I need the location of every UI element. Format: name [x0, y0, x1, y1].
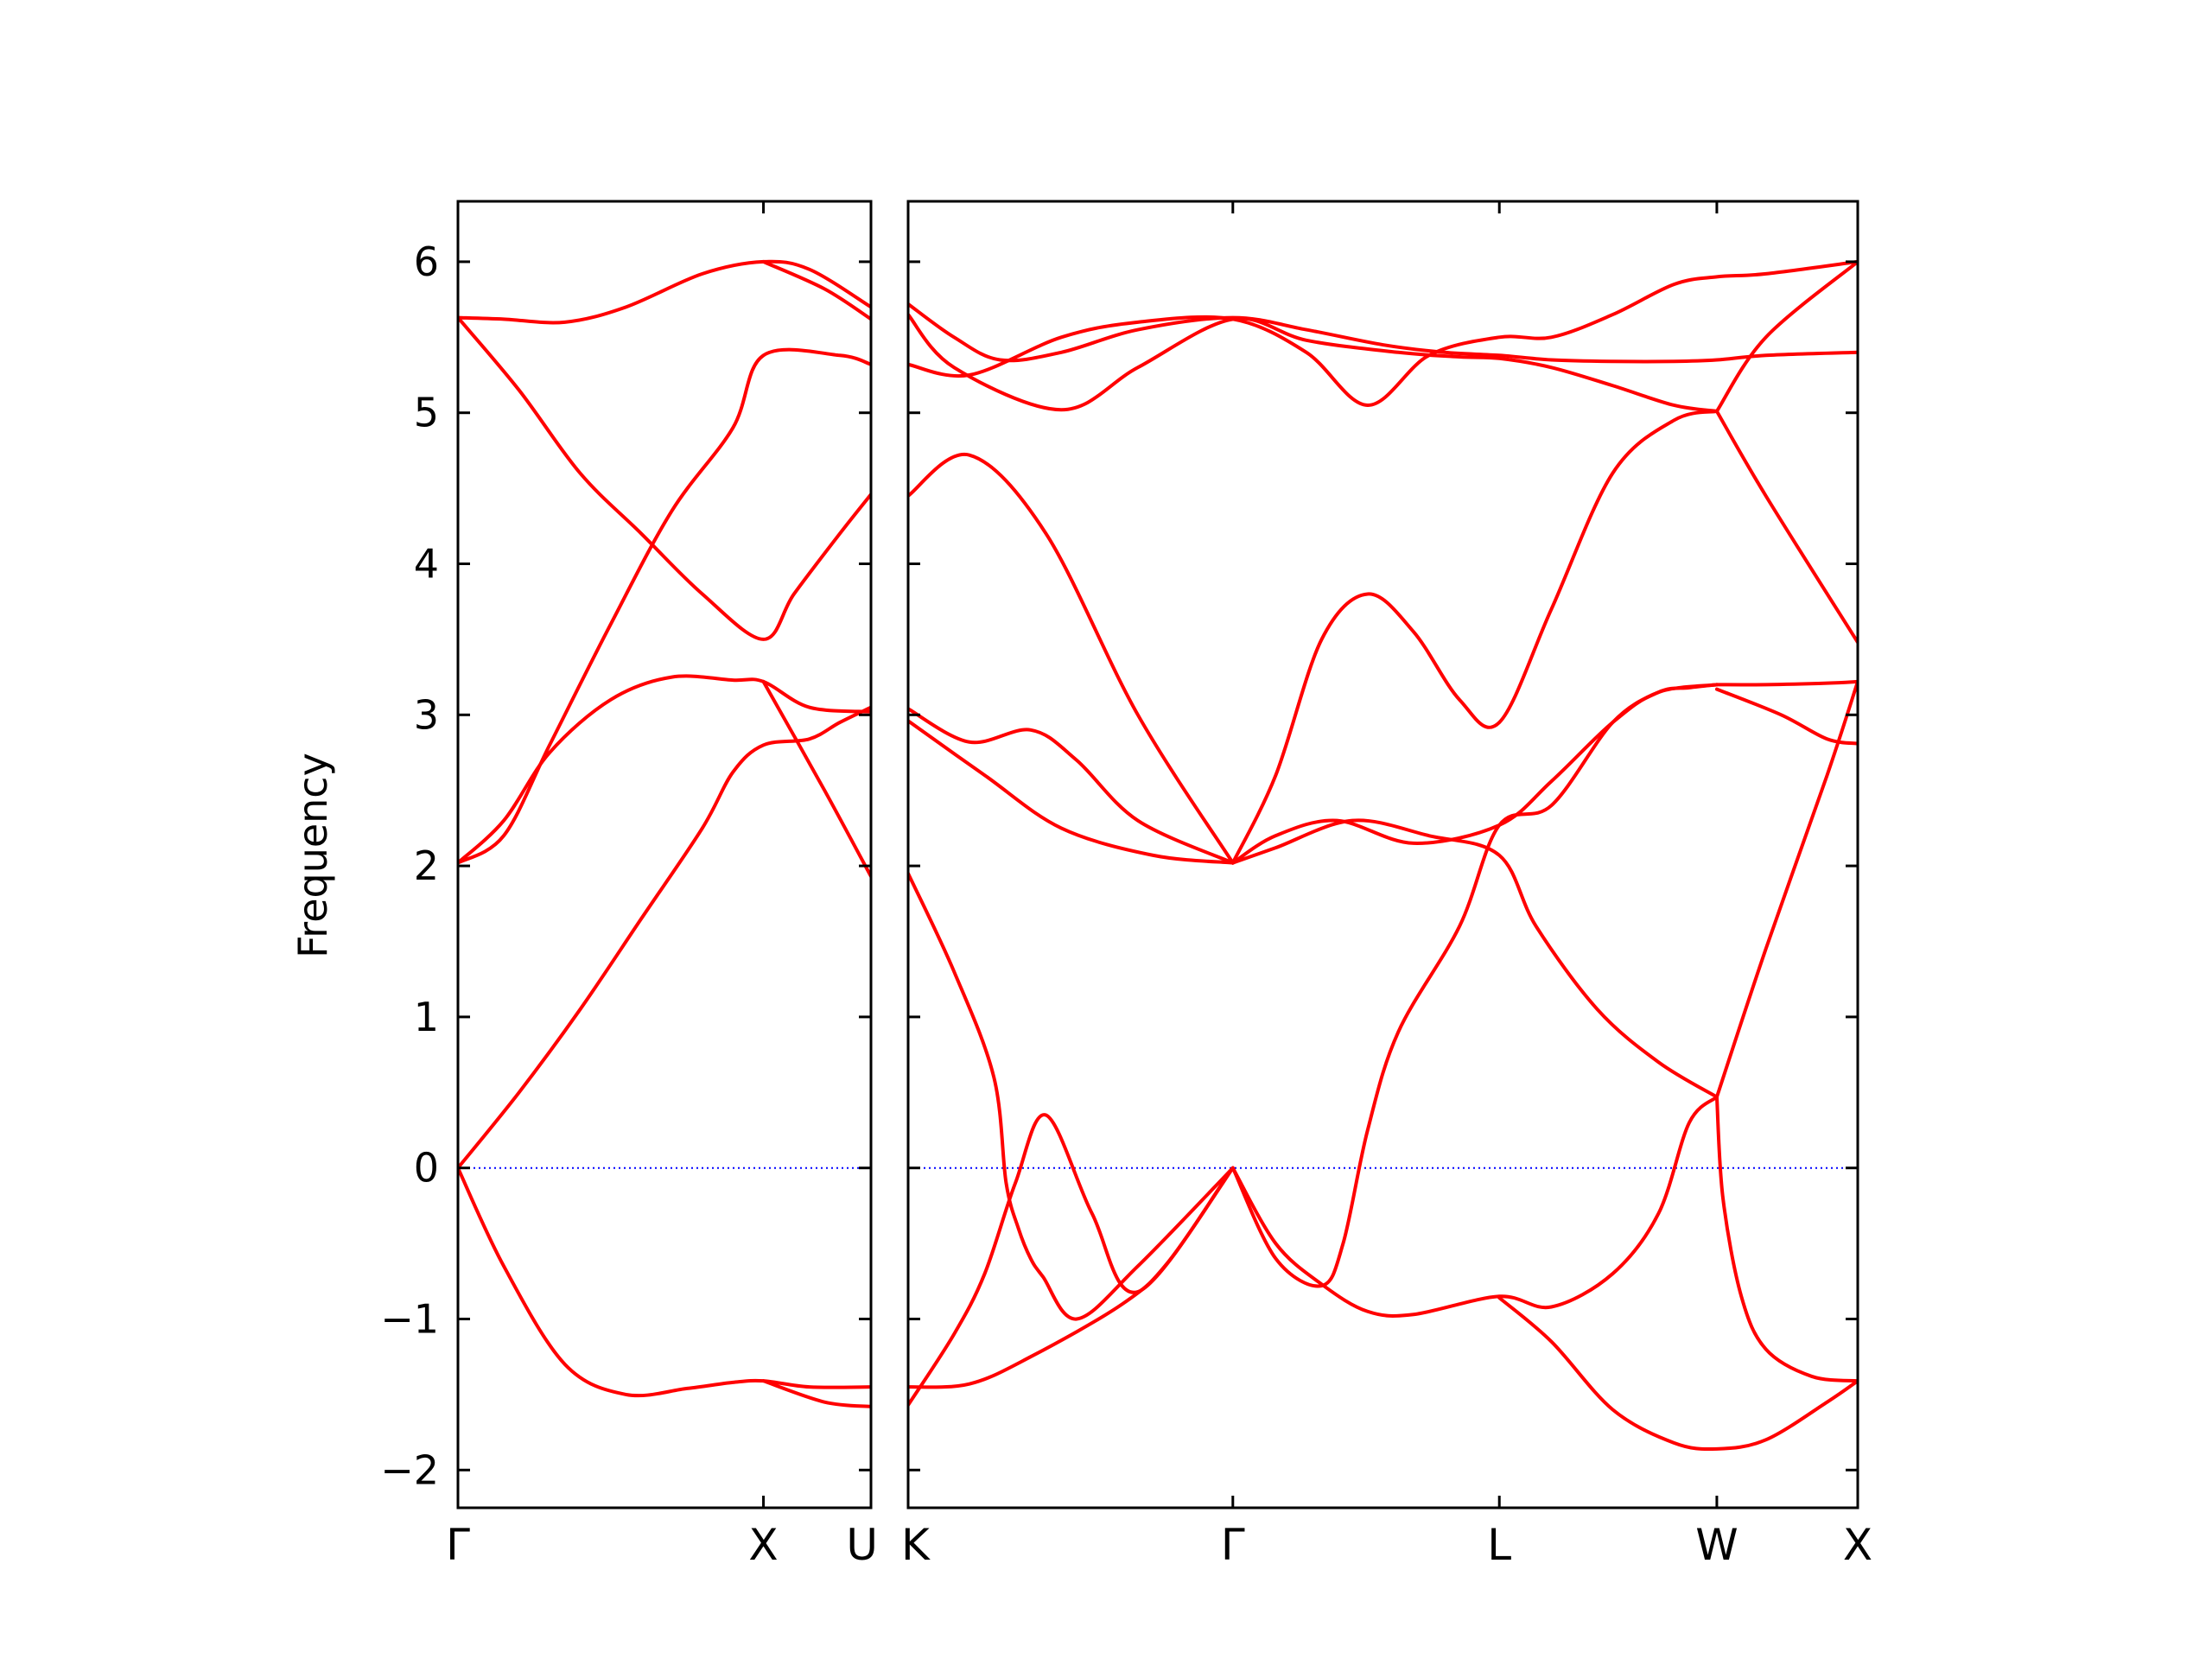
- band-line: [1714, 259, 1858, 413]
- y-tick-label: −1: [380, 1296, 439, 1343]
- band-line: [1714, 687, 1858, 746]
- band-line: [458, 259, 871, 325]
- y-tick-label: −2: [380, 1446, 439, 1493]
- band-line: [761, 679, 871, 879]
- band-line: [1714, 679, 1858, 1099]
- band-line: [908, 313, 1719, 413]
- band-line: [908, 302, 1858, 364]
- band-line: [761, 259, 871, 321]
- band-line: [908, 871, 1235, 1321]
- y-tick-label: 6: [414, 238, 439, 285]
- band-line: [1230, 409, 1719, 865]
- axes-frame: [906, 200, 1859, 1510]
- band-line: [908, 259, 1858, 407]
- y-tick-label: 2: [414, 842, 439, 889]
- band-line: [458, 347, 871, 865]
- band-line: [908, 453, 1235, 865]
- x-tick-label: X: [748, 1520, 778, 1570]
- band-line: [908, 1113, 1235, 1408]
- left-panel: −2 −1 0 1 2 3 4 5 6 Γ X U: [380, 200, 878, 1570]
- x-tick-label: W: [1695, 1520, 1738, 1570]
- band-line: [458, 1166, 871, 1398]
- y-tick-label: 0: [414, 1145, 439, 1192]
- y-tick-label: 1: [414, 994, 439, 1040]
- band-line: [908, 1166, 1235, 1389]
- x-tick-label: L: [1487, 1520, 1511, 1570]
- x-tick-label: K: [901, 1520, 931, 1570]
- x-tick-label: Γ: [1221, 1520, 1245, 1570]
- band-line: [761, 1379, 871, 1408]
- axes-frame: [456, 200, 873, 1510]
- band-line: [1497, 1296, 1858, 1452]
- y-tick-label: 5: [414, 390, 439, 436]
- band-line: [908, 719, 1235, 865]
- band-line: [1230, 818, 1719, 1099]
- band-line: [458, 315, 871, 641]
- band-line: [1230, 683, 1719, 1288]
- y-tick-label: 3: [414, 691, 439, 738]
- x-tick-label: X: [1843, 1520, 1872, 1570]
- x-tick-label: U: [846, 1520, 878, 1570]
- y-tick-label: 4: [414, 541, 439, 588]
- band-line: [1714, 409, 1858, 645]
- band-line: [1714, 679, 1858, 687]
- band-line: [458, 674, 871, 865]
- band-line: [458, 705, 871, 1170]
- y-axis-label: Frequency: [289, 753, 336, 958]
- band-line: [1714, 1095, 1858, 1383]
- x-tick-label: Γ: [446, 1520, 470, 1570]
- band-line: [908, 707, 1235, 865]
